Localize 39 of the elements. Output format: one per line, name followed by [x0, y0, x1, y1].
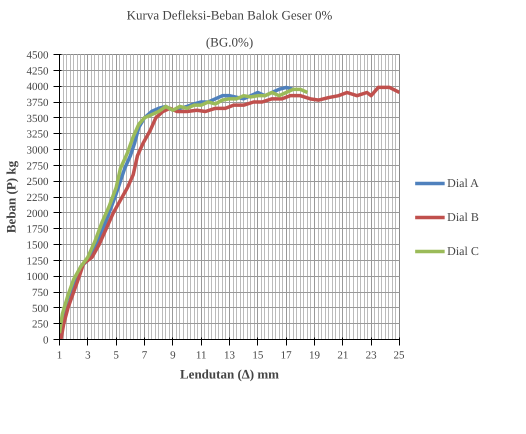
x-tick-label: 9: [170, 350, 176, 362]
y-tick-label: 750: [32, 287, 49, 299]
y-tick-label: 1000: [26, 271, 49, 284]
y-tick-label: 2750: [26, 160, 49, 172]
chart-subtitle: (BG.0%): [206, 34, 254, 50]
x-tick-label: 11: [196, 350, 206, 362]
y-tick-label: 0: [43, 334, 49, 346]
legend-label: Dial B: [447, 210, 479, 224]
y-tick-label: 1500: [26, 240, 49, 252]
y-tick-label: 2250: [26, 192, 49, 204]
x-tick-label: 25: [394, 350, 405, 362]
y-tick-label: 2500: [26, 176, 49, 188]
y-tick-label: 3250: [26, 128, 49, 141]
x-tick-label: 7: [142, 350, 148, 362]
x-axis-title: Lendutan (∆) mm: [180, 366, 280, 382]
x-tick-label: 19: [309, 350, 320, 362]
y-tick-label: 4250: [26, 65, 49, 78]
x-tick-label: 1: [56, 350, 62, 362]
y-axis-title: Beban (P) kg: [4, 160, 18, 234]
y-tick-label: 500: [32, 302, 49, 315]
chart-title: Kurva Defleksi-Beban Balok Geser 0%: [126, 8, 333, 22]
x-tick-label: 5: [113, 350, 120, 362]
y-tick-label: 3750: [26, 97, 49, 109]
y-tick-label: 2000: [26, 208, 49, 220]
x-tick-label: 13: [224, 350, 236, 362]
y-tick-label: 250: [32, 318, 49, 331]
legend-label: Dial C: [447, 244, 479, 258]
y-tick-label: 4500: [26, 50, 49, 62]
y-tick-label: 4000: [26, 81, 49, 94]
y-tick-label: 1250: [26, 255, 49, 268]
x-tick-label: 23: [366, 350, 378, 362]
x-tick-label: 3: [85, 350, 92, 362]
x-tick-label: 17: [280, 350, 292, 362]
y-tick-label: 1750: [26, 224, 49, 236]
legend-label: Dial A: [447, 176, 479, 190]
y-tick-label: 3500: [26, 112, 49, 125]
y-tick-label: 3000: [26, 144, 49, 156]
x-tick-label: 21: [337, 350, 348, 362]
x-tick-label: 15: [252, 350, 264, 362]
